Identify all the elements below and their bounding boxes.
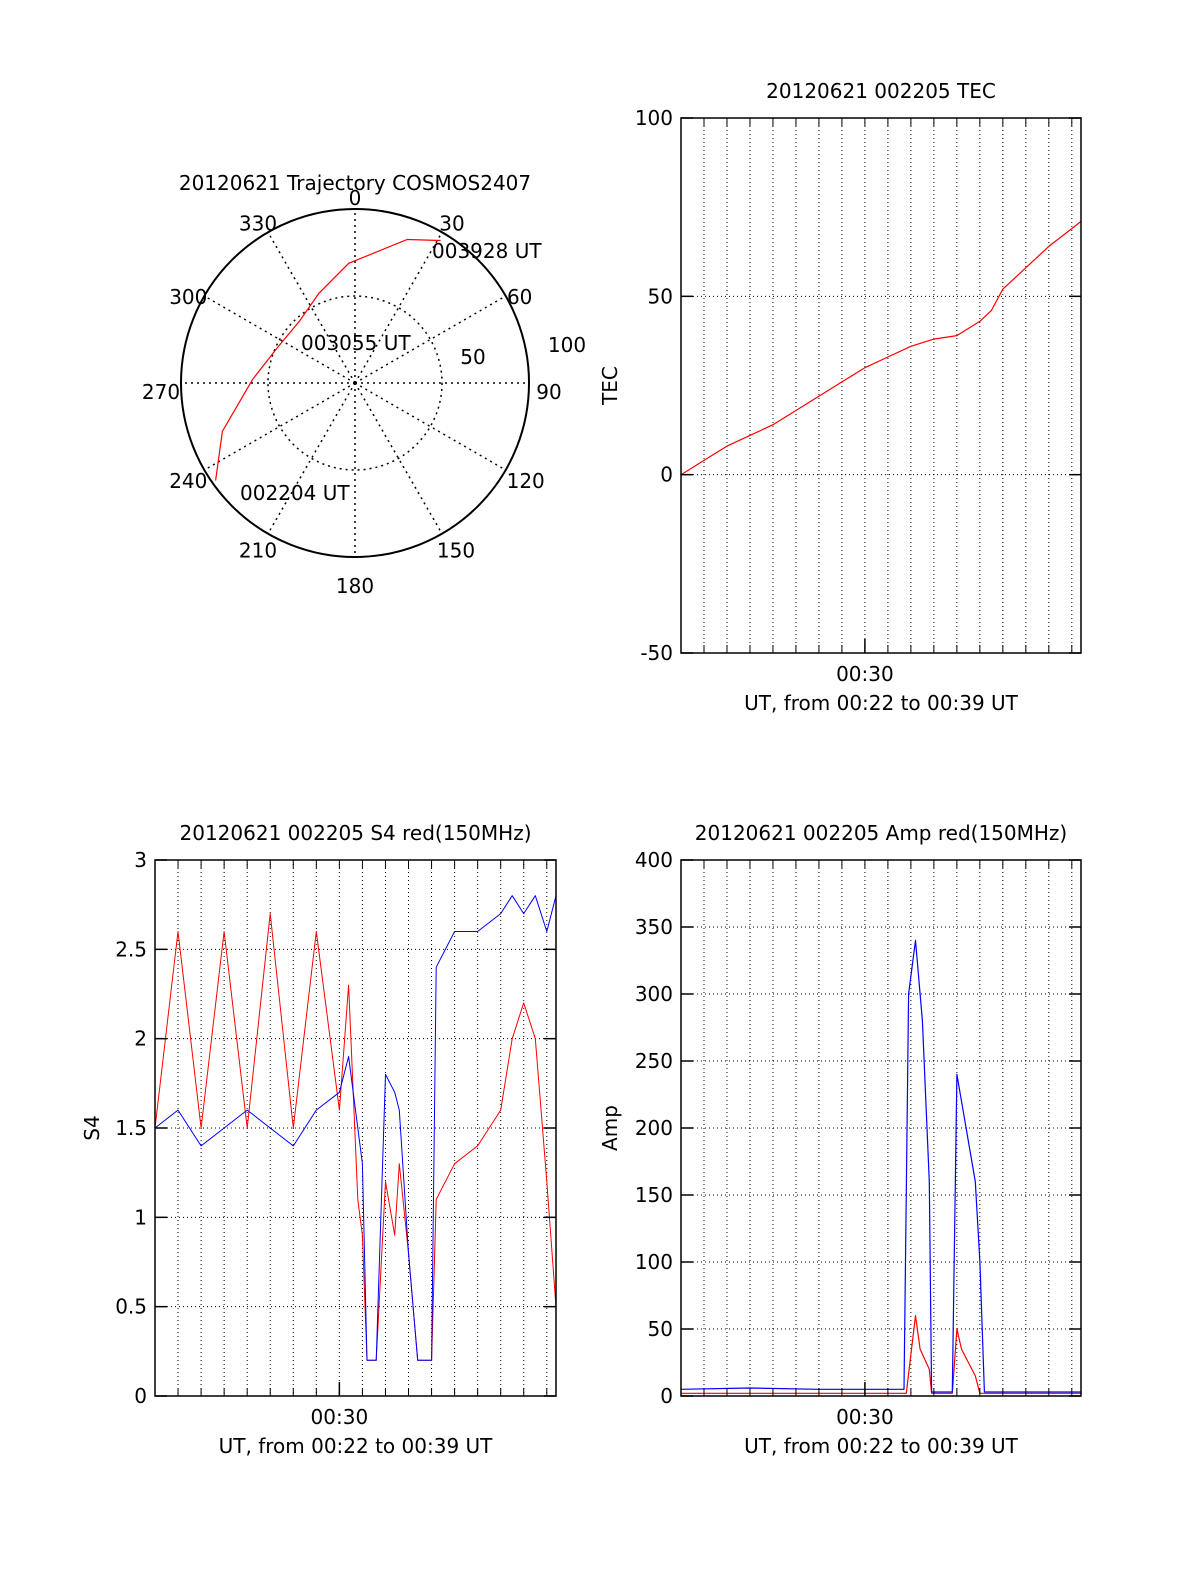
polar-spoke-210 (267, 382, 356, 535)
s4-ytick-label-1: 1 (134, 1205, 147, 1229)
s4-xlabel: UT, from 00:22 to 00:39 UT (219, 1434, 494, 1458)
amp-ytick-label-300: 300 (635, 982, 673, 1006)
polar-spoke-30 (354, 231, 443, 384)
polar-trajectory-line (215, 238, 441, 481)
amp-series-line-0 (681, 1315, 1081, 1394)
amp-xlabel: UT, from 00:22 to 00:39 UT (744, 1434, 1019, 1458)
tec-ylabel: TEC (598, 366, 622, 406)
s4-ylabel: S4 (80, 1115, 104, 1140)
amp-ytick-label-0: 0 (660, 1384, 673, 1408)
amp-ytick-label-400: 400 (635, 848, 673, 872)
polar-azimuth-label-30: 30 (439, 211, 464, 235)
s4-ytick-label-2.5: 2.5 (115, 937, 147, 961)
amp-title: 20120621 002205 Amp red(150MHz) (695, 821, 1067, 845)
amp-chart: 20120621 002205 Amp red(150MHz) 0 50 100 150… (598, 821, 1082, 1458)
polar-spoke-150 (354, 382, 443, 535)
amp-ylabel: Amp (598, 1105, 622, 1151)
polar-azimuth-label-180: 180 (336, 574, 374, 598)
polar-azimuth-label-270: 270 (142, 380, 180, 404)
tec-plot-frame (680, 117, 1082, 654)
polar-spoke-240 (203, 382, 356, 471)
tec-xtick-label: 00:30 (836, 662, 894, 686)
polar-azimuth-label-60: 60 (507, 285, 532, 309)
polar-azimuth-label-210: 210 (239, 539, 277, 563)
amp-xtick-label: 00:30 (836, 1405, 894, 1429)
polar-azimuth-label-330: 330 (239, 211, 277, 235)
s4-title: 20120621 002205 S4 red(150MHz) (180, 821, 532, 845)
s4-xtick-label: 00:30 (311, 1405, 369, 1429)
tec-ytick-label--50: -50 (640, 641, 673, 665)
polar-annotation-003055-UT: 003055 UT (301, 331, 411, 355)
polar-azimuth-label-120: 120 (507, 469, 545, 493)
s4-ytick-label-0.5: 0.5 (115, 1295, 147, 1319)
s4-series-line-1 (154, 895, 557, 1361)
amp-ytick-label-200: 200 (635, 1116, 673, 1140)
polar-azimuth-label-240: 240 (169, 469, 207, 493)
polar-zenith-label-50: 50 (460, 345, 485, 369)
amp-ytick-label-250: 250 (635, 1049, 673, 1073)
polar-annotation-003928-UT: 003928 UT (432, 239, 542, 263)
polar-annotation-002204-UT: 002204 UT (240, 481, 350, 505)
polar-azimuth-label-300: 300 (169, 285, 207, 309)
tec-ytick-label-0: 0 (660, 463, 673, 487)
tec-ytick-label-50: 50 (648, 284, 673, 308)
amp-ytick-label-100: 100 (635, 1250, 673, 1274)
s4-ytick-label-0: 0 (134, 1384, 147, 1408)
amp-ytick-label-150: 150 (635, 1183, 673, 1207)
polar-ring-outer (180, 208, 530, 558)
polar-title: 20120621 Trajectory COSMOS2407 (179, 171, 531, 195)
s4-ytick-label-3: 3 (134, 848, 147, 872)
polar-zenith-label-100: 100 (548, 333, 586, 357)
s4-chart: 20120621 002205 S4 red(150MHz) 0 0.5 1 1.5 2 2… (80, 821, 557, 1458)
s4-ytick-label-1.5: 1.5 (115, 1116, 147, 1140)
polar-spoke-120 (354, 382, 507, 471)
tec-series-line-0 (680, 220, 1082, 476)
polar-spoke-330 (267, 231, 356, 384)
amp-ytick-label-50: 50 (648, 1317, 673, 1341)
polar-spoke-60 (354, 295, 507, 384)
tec-title: 20120621 002205 TEC (766, 79, 996, 103)
polar-azimuth-label-150: 150 (437, 539, 475, 563)
polar-azimuth-label-90: 90 (536, 380, 561, 404)
amp-ytick-label-350: 350 (635, 915, 673, 939)
tec-ytick-label-100: 100 (635, 106, 673, 130)
polar-ring-inner (267, 295, 443, 471)
s4-series-line-0 (154, 913, 557, 1361)
tec-xlabel: UT, from 00:22 to 00:39 UT (744, 691, 1019, 715)
s4-ytick-label-2: 2 (134, 1027, 147, 1051)
polar-azimuth-label-0: 0 (349, 186, 362, 210)
polar-spoke-300 (203, 295, 356, 384)
tec-chart: 20120621 002205 TEC -50 0 50 100 00:30 UT, fro… (598, 79, 1082, 715)
amp-series-line-1 (680, 939, 1081, 1393)
